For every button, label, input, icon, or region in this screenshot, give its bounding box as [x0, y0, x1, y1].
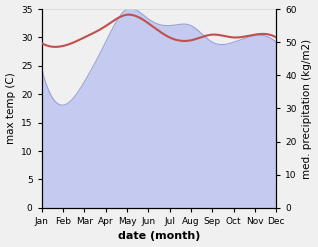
- X-axis label: date (month): date (month): [118, 231, 200, 242]
- Y-axis label: med. precipitation (kg/m2): med. precipitation (kg/m2): [302, 38, 313, 179]
- Y-axis label: max temp (C): max temp (C): [5, 73, 16, 144]
